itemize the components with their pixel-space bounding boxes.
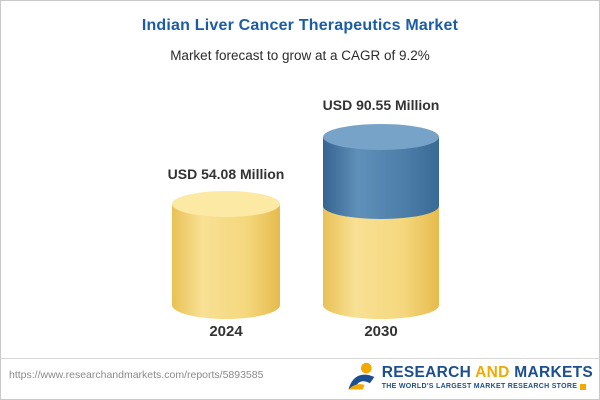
value-label-2030: USD 90.55 Million xyxy=(322,97,440,113)
bar-2024-top-ellipse xyxy=(172,191,280,217)
brand-word-markets: MARKETS xyxy=(514,364,593,381)
footer-divider xyxy=(1,358,599,359)
category-label-2030: 2030 xyxy=(364,323,398,340)
bar-2030-yellow-segment xyxy=(323,206,439,319)
brand-tagline: THE WORLD'S LARGEST MARKET RESEARCH STOR… xyxy=(381,383,587,390)
brand-tagline-text: THE WORLD'S LARGEST MARKET RESEARCH STOR… xyxy=(381,383,578,390)
value-label-2024: USD 54.08 Million xyxy=(167,166,285,182)
chart-title: Indian Liver Cancer Therapeutics Market xyxy=(141,17,459,34)
bar-2030-blue-segment xyxy=(323,137,439,219)
bar-2024-body xyxy=(172,204,280,319)
bar-2024 xyxy=(172,191,280,319)
bar-2030 xyxy=(323,124,439,319)
footer-url: https://www.researchandmarkets.com/repor… xyxy=(9,369,264,381)
brand-word-research: RESEARCH xyxy=(381,364,472,381)
chart-subtitle: Market forecast to grow at a CAGR of 9.2… xyxy=(170,48,430,63)
brand-text: RESEARCH AND MARKETS THE WORLD'S LARGEST… xyxy=(382,364,593,390)
tagline-square-icon xyxy=(580,383,587,390)
brand-logo: RESEARCH AND MARKETS THE WORLD'S LARGEST… xyxy=(345,361,593,393)
brand-wordmark: RESEARCH AND MARKETS xyxy=(382,364,593,382)
category-label-2024: 2024 xyxy=(209,323,243,340)
bar-2030-top-ellipse xyxy=(323,124,439,150)
research-and-markets-icon xyxy=(348,362,375,390)
brand-word-and: AND xyxy=(475,364,510,381)
